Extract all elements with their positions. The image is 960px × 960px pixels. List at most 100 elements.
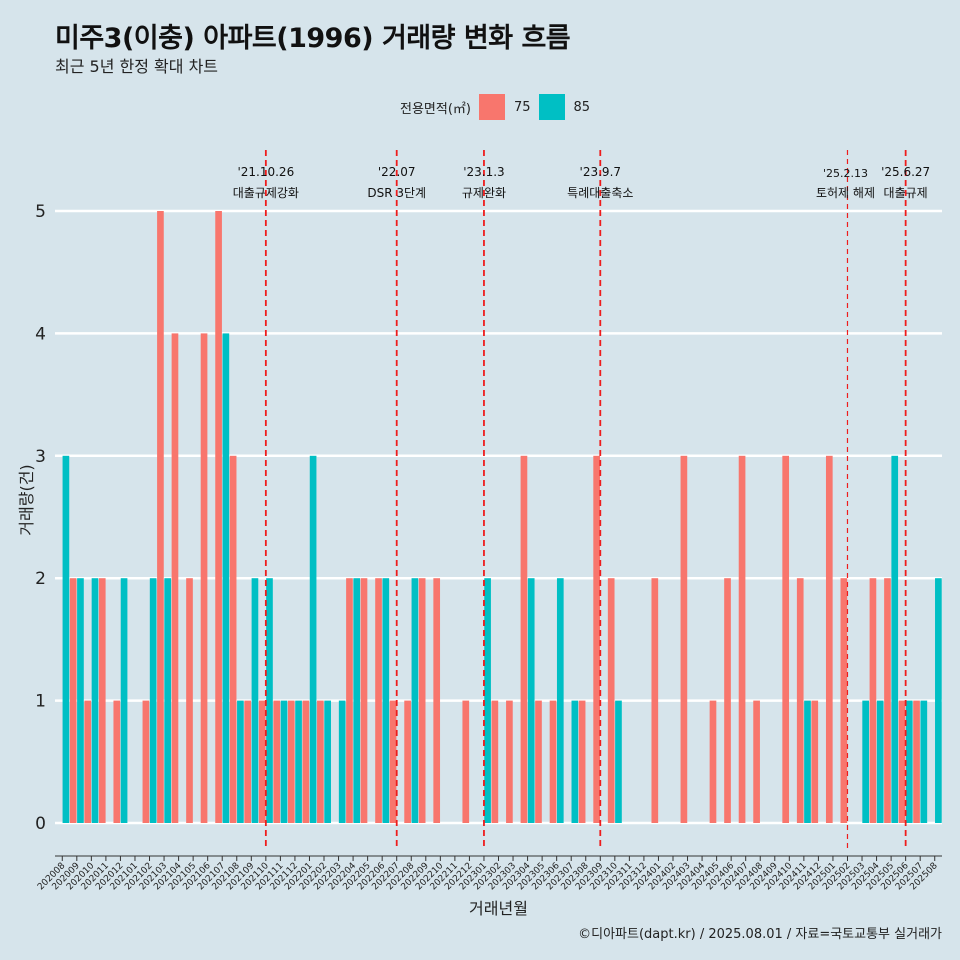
bar-85-202109 — [251, 578, 259, 823]
bar-75-202103 — [157, 211, 164, 823]
bar-75-202011 — [98, 578, 106, 823]
bar-75-202308 — [578, 700, 586, 823]
event-date-label: '22.07 — [378, 165, 416, 179]
bar-75-202102 — [142, 700, 150, 823]
bar-85-202204 — [353, 578, 361, 823]
chart-subtitle: 최근 5년 한정 확대 차트 — [55, 57, 219, 76]
bar-75-202212 — [462, 700, 470, 823]
y-tick-label: 0 — [35, 814, 46, 834]
bar-85-202110 — [266, 578, 273, 823]
bar-85-202206 — [382, 578, 390, 823]
bar-85-202507 — [920, 700, 928, 823]
bar-75-202110 — [258, 700, 266, 823]
bar-85-202506 — [905, 700, 913, 823]
y-axis-title: 거래량(건) — [17, 464, 36, 535]
bar-75-202202 — [317, 700, 324, 823]
y-tick-label: 5 — [35, 202, 46, 222]
event-date-label: '25.2.13 — [823, 167, 868, 180]
bar-75-202210 — [433, 578, 441, 823]
event-date-label: '23.1.3 — [463, 165, 504, 179]
bar-75-202502 — [840, 578, 848, 823]
y-tick-label: 1 — [35, 692, 46, 712]
bar-85-202208 — [411, 578, 419, 823]
bar-75-202309 — [593, 455, 600, 823]
bar-75-202209 — [418, 578, 426, 823]
bar-75-202104 — [171, 333, 179, 823]
legend-swatch-85 — [538, 94, 565, 120]
event-name-label: 규제완화 — [462, 186, 506, 200]
y-tick-label: 2 — [35, 569, 46, 589]
bar-85-202103 — [164, 578, 172, 823]
bar-75-202407 — [738, 455, 746, 823]
bar-75-202204 — [346, 578, 353, 823]
bar-85-202008 — [62, 455, 70, 823]
bar-75-202207 — [389, 700, 397, 823]
bar-75-202504 — [869, 578, 877, 823]
bar-75-202505 — [884, 578, 891, 823]
event-name-label: 대출규제강화 — [233, 186, 299, 200]
source-caption: ©디아파트(dapt.kr) / 2025.08.01 / 자료=국토교통부 실… — [578, 927, 942, 942]
bar-85-202012 — [120, 578, 128, 823]
bar-75-202412 — [811, 700, 819, 823]
event-name-label: 특례대출축소 — [567, 186, 633, 200]
bar-75-202507 — [913, 700, 920, 823]
bar-85-202503 — [862, 700, 869, 823]
bar-85-202505 — [891, 455, 899, 823]
bar-75-202112 — [287, 700, 295, 823]
bar-85-202504 — [876, 700, 884, 823]
bar-85-202307 — [571, 700, 579, 823]
bar-85-202201 — [309, 455, 317, 823]
bar-75-202411 — [796, 578, 804, 823]
bar-75-202010 — [84, 700, 92, 823]
bar-85-202304 — [527, 578, 535, 823]
bar-75-202303 — [506, 700, 513, 823]
bar-75-202305 — [535, 700, 542, 823]
bar-75-202406 — [724, 578, 731, 823]
bar-75-202106 — [200, 333, 208, 823]
bar-75-202208 — [404, 700, 411, 823]
chart-title: 미주3(이충) 아파트(1996) 거래량 변화 흐름 — [55, 23, 571, 54]
event-name-label: 토허제 해제 — [816, 186, 875, 200]
bar-85-202111 — [280, 700, 288, 823]
bar-75-202306 — [549, 700, 557, 823]
bar-85-202310 — [615, 700, 622, 823]
legend-title: 전용면적(㎡) — [400, 101, 471, 117]
bar-85-202508 — [935, 578, 942, 823]
bar-85-202306 — [556, 578, 564, 823]
legend-label-85: 85 — [573, 99, 591, 115]
bar-85-202108 — [237, 700, 244, 823]
event-name-label: DSR 3단계 — [367, 186, 426, 200]
bar-85-202301 — [484, 578, 491, 823]
bar-75-202206 — [375, 578, 382, 823]
bar-75-202501 — [825, 455, 833, 823]
bar-75-202108 — [229, 455, 237, 823]
bar-75-202408 — [753, 700, 760, 823]
bar-75-202506 — [898, 700, 906, 823]
bar-85-202203 — [338, 700, 346, 823]
legend: 전용면적(㎡) 75 85 — [400, 93, 590, 121]
bar-85-202009 — [77, 578, 84, 823]
bar-75-202201 — [302, 700, 310, 823]
bar-75-202401 — [651, 578, 659, 823]
legend-swatch-75 — [478, 94, 505, 120]
bar-75-202405 — [709, 700, 717, 823]
bar-75-202111 — [273, 700, 281, 823]
bar-75-202302 — [491, 700, 499, 823]
bar-85-202202 — [324, 700, 331, 823]
bar-75-202109 — [244, 700, 252, 823]
bar-75-202012 — [113, 700, 121, 823]
event-date-label: '25.6.27 — [881, 165, 930, 179]
bar-85-202107 — [222, 333, 230, 823]
y-tick-label: 3 — [35, 447, 46, 467]
bar-75-202205 — [360, 578, 368, 823]
bar-75-202403 — [680, 455, 688, 823]
event-date-label: '23.9.7 — [580, 165, 621, 179]
event-name-label: 대출규제 — [884, 186, 928, 200]
y-tick-label: 4 — [35, 324, 46, 344]
bar-85-202411 — [804, 700, 811, 823]
bar-75-202310 — [607, 578, 615, 823]
bar-85-202112 — [295, 700, 302, 823]
bar-75-202107 — [215, 211, 222, 823]
bar-85-202010 — [91, 578, 99, 823]
